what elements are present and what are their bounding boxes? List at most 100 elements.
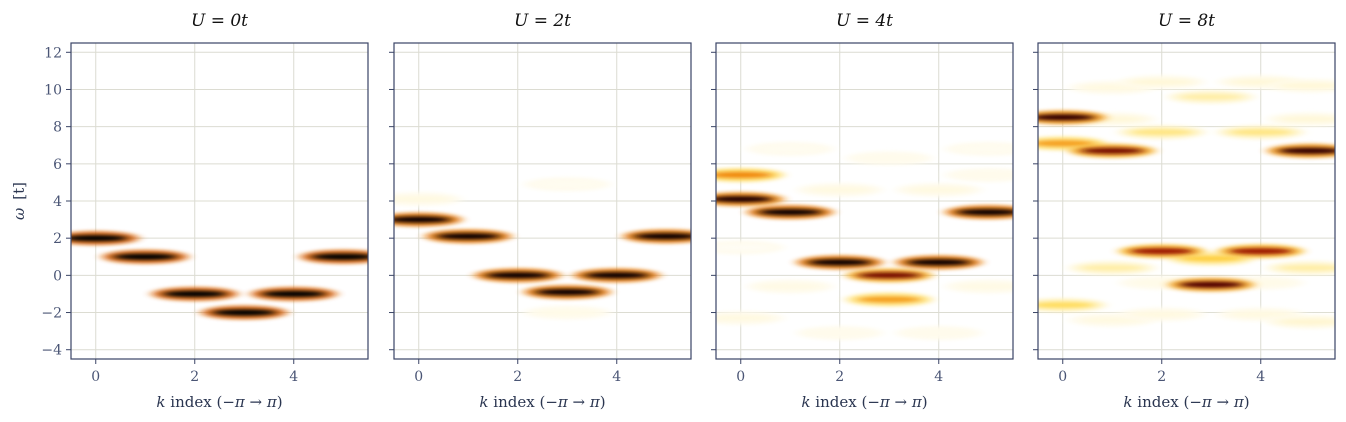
peak-core [1228, 247, 1293, 255]
x-tick-label: 2 [513, 369, 522, 385]
peak-core [436, 233, 501, 240]
peak-core [906, 259, 971, 266]
peak-core [956, 145, 1013, 153]
peak-core [535, 309, 600, 316]
x-axis-title-text: index ( [166, 393, 223, 411]
y-axis-title: ω [t] [10, 182, 28, 220]
x-tick-label: 4 [612, 369, 621, 385]
peak-core [807, 186, 872, 194]
peaks-group [394, 177, 691, 320]
peak-core [1179, 255, 1244, 262]
y-tick-label: 10 [44, 82, 62, 98]
x-axis-title-var: k [156, 393, 165, 411]
peak-core [716, 195, 773, 203]
x-axis-title-text: index ( [811, 393, 868, 411]
x-tick-label: 4 [934, 369, 943, 385]
peak-core [394, 195, 451, 203]
peak-core [716, 314, 773, 322]
peak-core [716, 171, 773, 179]
peak-core [857, 155, 922, 162]
x-axis-title-var: k [479, 393, 488, 411]
panel-0: 0 2 4 12 10 8 6 4 2 0 −2 −4 U = 0t k index (−π → π) [41, 11, 369, 411]
peak-core [162, 290, 227, 298]
x-axis-title-close: ) [277, 393, 283, 411]
peak-core [261, 290, 326, 298]
x-axis-title-arrow: → [568, 393, 590, 411]
peak-core [1080, 264, 1145, 272]
x-axis-title-arrow: → [1212, 393, 1234, 411]
peak-core [1179, 93, 1244, 101]
peak-core [1278, 82, 1335, 89]
panel-1: 0 2 4 U = 2t k index (−π → π) [389, 11, 692, 411]
peak-core [1278, 318, 1335, 326]
x-axis-title-arrow: → [890, 393, 912, 411]
peak-core [956, 283, 1013, 290]
x-axis-title-close: ) [600, 393, 606, 411]
peak-core [311, 253, 368, 260]
peak-core [1080, 147, 1145, 155]
peak-core [1278, 264, 1335, 272]
x-axis-title-text: index ( [1133, 393, 1190, 411]
peak-core [584, 272, 649, 279]
y-tick-label: −2 [41, 306, 62, 322]
peak-core [758, 145, 823, 153]
panel-2: 0 2 4 U = 4t k index (−π → π) [711, 11, 1014, 411]
x-axis-title: k index (−π → π) [479, 393, 605, 411]
y-tick-label: 2 [53, 231, 62, 247]
peaks-group [1038, 75, 1335, 329]
y-tick-label: −4 [41, 343, 62, 359]
x-axis-title-to: π [266, 393, 278, 411]
peak-core [857, 296, 922, 303]
peak-core [956, 171, 1013, 179]
peak-core [1129, 78, 1194, 86]
y-axis-var: ω [10, 208, 28, 220]
peak-core [1228, 129, 1293, 136]
x-axis-title-to: π [589, 393, 601, 411]
x-tick-label: 2 [1157, 369, 1166, 385]
peak-core [394, 216, 451, 223]
x-axis-title-from: −π [222, 393, 246, 411]
x-axis-title-from: −π [545, 393, 569, 411]
peak-core [1129, 247, 1194, 255]
peak-core [1129, 129, 1194, 136]
x-tick-label: 0 [1058, 369, 1067, 385]
x-axis-title: k index (−π → π) [156, 393, 282, 411]
panel-title: U = 2t [514, 11, 571, 31]
peak-core [857, 272, 922, 279]
peak-core [535, 288, 600, 296]
x-axis-title-text: index ( [489, 393, 546, 411]
peak-core [485, 272, 550, 279]
peak-core [758, 208, 823, 216]
panel-title: U = 0t [191, 11, 248, 31]
peak-core [716, 244, 773, 251]
x-tick-label: 2 [835, 369, 844, 385]
x-axis-title-to: π [911, 393, 923, 411]
peaks-group [716, 141, 1013, 340]
peak-core [1038, 140, 1095, 147]
x-tick-label: 0 [736, 369, 745, 385]
peak-core [535, 181, 600, 188]
peak-core [1278, 116, 1335, 123]
peak-core [758, 283, 823, 290]
x-axis-title-arrow: → [245, 393, 267, 411]
peak-core [1228, 311, 1293, 318]
peak-core [906, 186, 971, 194]
peak-core [1129, 311, 1194, 318]
y-tick-label: 0 [53, 268, 62, 284]
peak-core [956, 208, 1013, 216]
peak-core [807, 329, 872, 337]
y-axis-unit: [t] [10, 182, 28, 200]
peak-core [1038, 301, 1095, 309]
peak-core [212, 309, 277, 316]
peak-core [71, 234, 128, 242]
peak-core [906, 329, 971, 337]
peak-core [1278, 147, 1335, 155]
panel-3: 0 2 4 U = 8t k index (−π → π) [1033, 11, 1336, 411]
x-axis-title: k index (−π → π) [1123, 393, 1249, 411]
peak-core [807, 259, 872, 266]
panel-title: U = 4t [836, 11, 893, 31]
x-axis-title-to: π [1233, 393, 1245, 411]
y-tick-label: 4 [53, 194, 62, 210]
peak-core [1038, 114, 1095, 121]
